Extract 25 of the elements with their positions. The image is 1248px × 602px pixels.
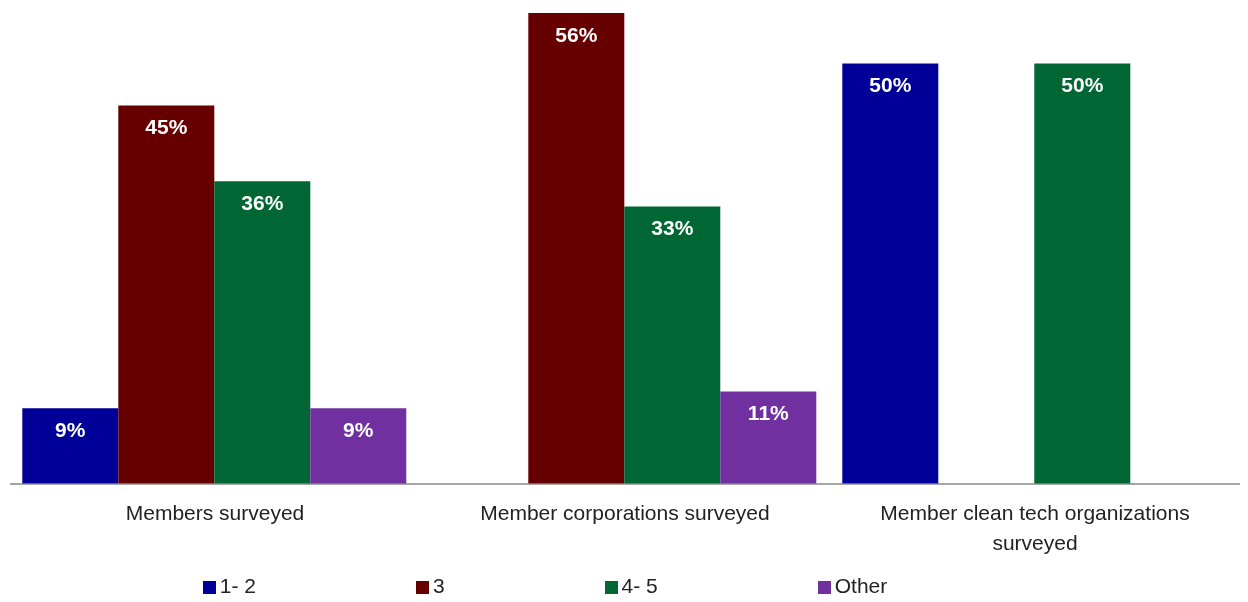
data-label: 56%: [555, 22, 598, 46]
legend-label: Other: [834, 574, 888, 597]
bar: [22, 408, 119, 484]
legend-label: 3: [432, 574, 445, 597]
data-label: 50%: [1061, 73, 1104, 97]
legend-label: 4- 5: [621, 574, 658, 597]
x-tick-label: Member corporations surveyed: [480, 501, 770, 524]
legend-label: 1- 2: [219, 574, 256, 597]
x-tick-label: Member clean tech organizations surveyed: [880, 501, 1190, 554]
bar: [1034, 63, 1131, 484]
data-label: 11%: [747, 401, 790, 425]
bar: [720, 391, 817, 484]
bar: [214, 181, 311, 484]
bar: [310, 408, 407, 484]
data-label: 9%: [343, 418, 374, 442]
data-label: 9%: [55, 418, 86, 442]
bar: [624, 206, 721, 484]
data-label: 33%: [651, 216, 694, 240]
data-label: 36%: [241, 191, 284, 215]
data-label: 50%: [869, 73, 912, 97]
bar: [118, 105, 215, 484]
data-label: 45%: [145, 115, 188, 139]
bar: [842, 63, 939, 484]
x-tick-label: Members surveyed: [125, 501, 305, 524]
bar: [528, 13, 625, 484]
